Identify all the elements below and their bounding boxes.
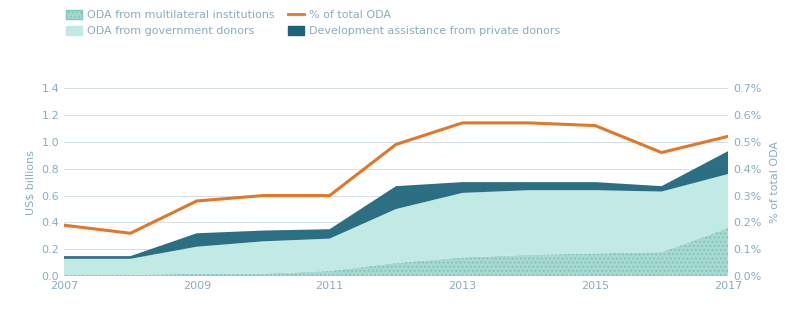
Y-axis label: % of total ODA: % of total ODA (770, 141, 779, 223)
Legend: ODA from multilateral institutions, ODA from government donors, % of total ODA, : ODA from multilateral institutions, ODA … (62, 6, 565, 41)
Y-axis label: US$ billions: US$ billions (26, 150, 36, 214)
